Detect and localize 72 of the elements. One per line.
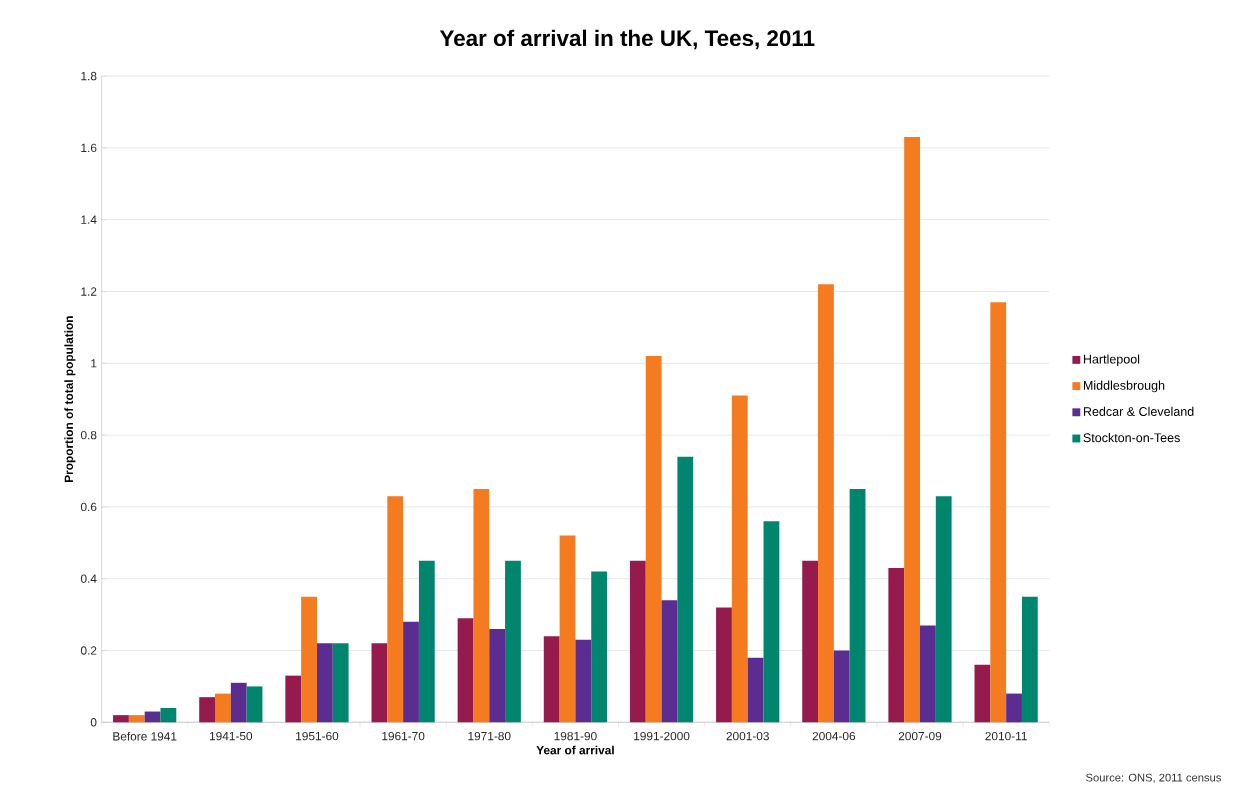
x-tick-label: 2004-06 xyxy=(812,731,856,741)
bar xyxy=(935,495,952,723)
bar xyxy=(230,682,247,723)
x-tick-label: 1951-60 xyxy=(296,731,339,741)
y-tick-label: 0.2 xyxy=(80,646,97,655)
bar xyxy=(575,639,592,723)
x-tick-label: 1991-2000 xyxy=(634,731,690,741)
bar xyxy=(661,600,678,723)
bar xyxy=(559,535,576,723)
x-tick-label: 1961-70 xyxy=(382,731,425,741)
legend-label: Stockton-on-Tees xyxy=(1083,432,1180,442)
legend-label: Redcar & Cleveland xyxy=(1083,406,1194,416)
y-tick-label: 0.8 xyxy=(80,430,97,440)
bar xyxy=(1006,693,1022,723)
bar xyxy=(505,560,521,723)
x-axis-title: Year of arrival xyxy=(536,745,614,755)
x-tick-label: Before 1941 xyxy=(113,731,177,741)
y-tick-label: 1.4 xyxy=(81,215,97,224)
bar xyxy=(629,560,646,723)
bar xyxy=(457,617,474,723)
bar xyxy=(403,621,419,723)
x-tick-label: 2007-09 xyxy=(898,731,942,741)
bar xyxy=(215,693,231,723)
bar xyxy=(645,355,662,723)
bar xyxy=(418,560,435,723)
bar xyxy=(371,643,388,723)
x-tick-label: 1981-90 xyxy=(554,731,597,741)
source-note: Source: ONS, 2011 census xyxy=(1086,773,1221,783)
bar xyxy=(974,664,991,723)
bar xyxy=(919,625,936,723)
bar xyxy=(818,284,834,723)
bar xyxy=(731,395,748,723)
y-tick-label: 1.2 xyxy=(81,287,97,296)
bar xyxy=(716,607,732,723)
y-tick-label: 0.6 xyxy=(80,502,97,511)
y-tick-label: 1 xyxy=(91,359,97,368)
y-axis-title: Proportion of total population xyxy=(64,316,76,482)
legend-label: Hartlepool xyxy=(1083,354,1140,366)
x-tick-label: 1941-50 xyxy=(209,731,253,741)
x-tick-label: 2010-11 xyxy=(985,731,1027,741)
bar xyxy=(677,456,694,723)
bar xyxy=(489,628,506,723)
bar xyxy=(543,635,560,723)
bar xyxy=(1021,596,1038,723)
chart-title: Year of arrival in the UK, Tees, 2011 xyxy=(439,29,815,50)
bar xyxy=(301,596,317,723)
bar xyxy=(904,136,920,723)
bar xyxy=(199,696,216,723)
bar xyxy=(128,714,145,723)
bar xyxy=(316,643,333,723)
bar xyxy=(473,488,490,723)
bar xyxy=(990,302,1007,723)
y-tick-label: 1.6 xyxy=(81,143,97,152)
bar xyxy=(387,495,404,723)
bar xyxy=(160,707,177,723)
bar xyxy=(888,567,905,723)
bar xyxy=(246,686,263,723)
bar xyxy=(763,521,780,723)
bar xyxy=(113,714,129,723)
y-tick-label: 1.8 xyxy=(81,71,97,81)
bar xyxy=(332,643,349,723)
y-tick-label: 0 xyxy=(90,717,97,727)
bar xyxy=(285,675,302,723)
y-tick-label: 0.4 xyxy=(80,574,97,583)
legend-label: Middlesbrough xyxy=(1083,380,1165,393)
bar xyxy=(802,560,819,723)
bar xyxy=(849,488,866,723)
x-tick-label: 1971-80 xyxy=(468,731,511,741)
bar xyxy=(833,650,850,723)
bar xyxy=(747,657,764,723)
x-tick-label: 2001-03 xyxy=(726,731,769,741)
bar xyxy=(591,571,608,723)
